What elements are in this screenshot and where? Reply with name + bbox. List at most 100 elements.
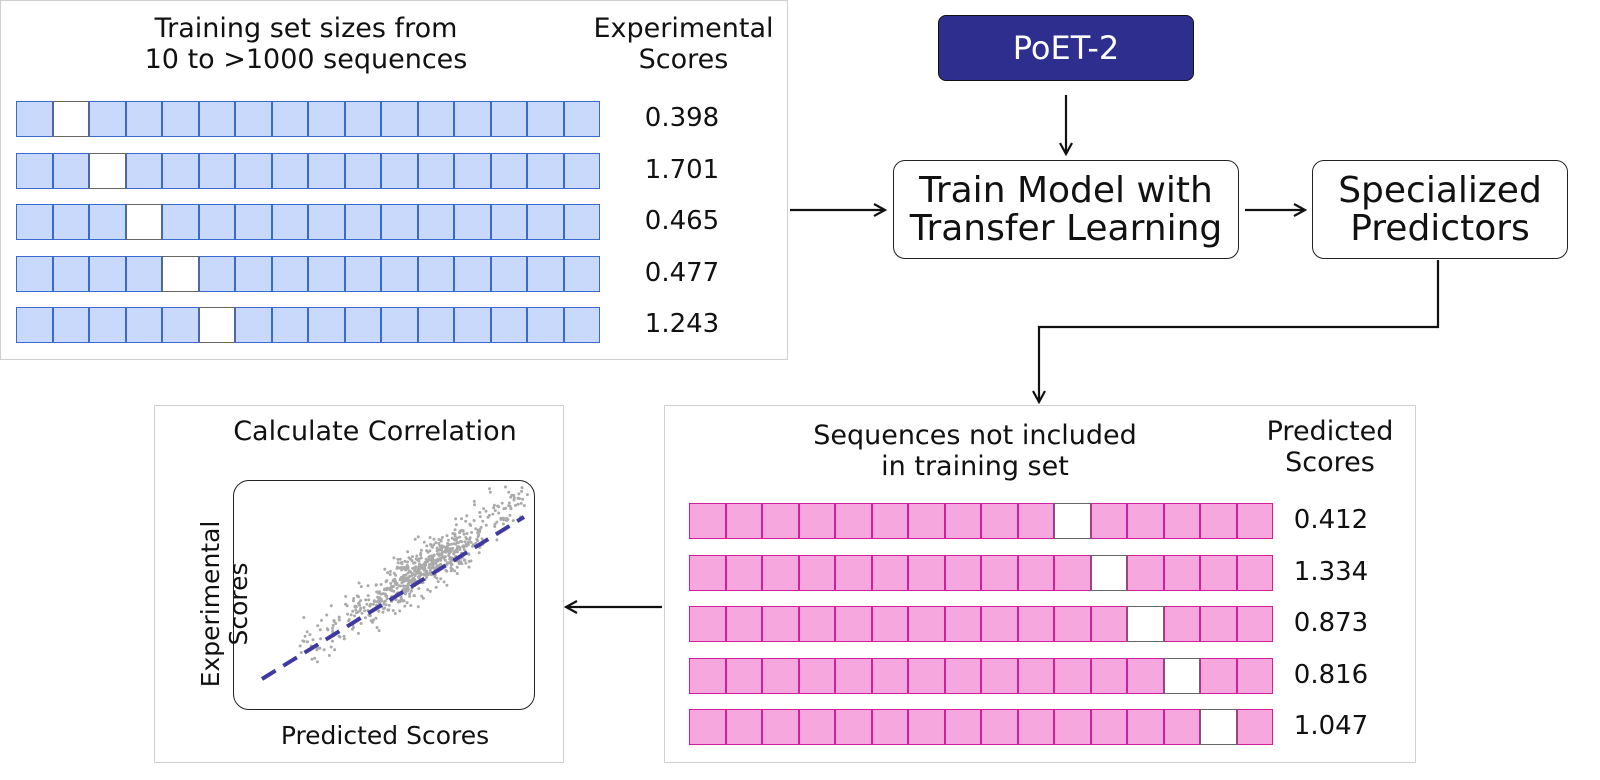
scatter-point	[399, 584, 403, 588]
residue-cell	[1090, 503, 1127, 539]
residue-cell	[1200, 503, 1237, 539]
scatter-point	[449, 550, 453, 554]
test-set-title: Sequences not included in training set	[813, 420, 1137, 482]
scatter-point	[374, 616, 378, 620]
residue-cell	[835, 709, 872, 745]
scatter-point	[407, 581, 411, 585]
scatter-point	[492, 506, 496, 510]
residue-cell	[689, 657, 726, 694]
scatter-point	[413, 568, 417, 572]
scatter-point	[411, 566, 415, 570]
scatter-point	[400, 568, 404, 572]
residue-cell	[381, 152, 418, 189]
scatter-point	[366, 584, 370, 588]
scatter-point	[392, 589, 396, 593]
scatter-point	[415, 558, 419, 562]
correlation-title: Calculate Correlation	[233, 416, 517, 447]
scatter-point	[522, 504, 526, 508]
scatter-point	[480, 537, 484, 541]
scatter-point	[472, 499, 476, 503]
sequence-row	[689, 657, 1273, 694]
residue-cell	[871, 709, 908, 745]
residue-cell	[1017, 606, 1054, 642]
residue-cell	[417, 152, 454, 189]
residue-cell	[871, 503, 908, 539]
residue-cell	[1090, 606, 1127, 642]
residue-cell	[1054, 709, 1091, 745]
residue-cell	[1236, 657, 1273, 694]
residue-cell	[198, 152, 235, 189]
score-value: 1.047	[1293, 711, 1369, 741]
scatter-point	[322, 648, 326, 652]
mutated-residue-cell	[162, 255, 199, 292]
residue-cell	[235, 307, 272, 343]
residue-cell	[1163, 503, 1200, 539]
mutated-residue-cell	[52, 101, 89, 137]
scatter-point	[387, 603, 391, 607]
scatter-point	[470, 530, 474, 534]
scatter-point	[311, 638, 315, 642]
scatter-point	[462, 548, 466, 552]
scatter-point	[372, 599, 376, 603]
scatter-point	[404, 573, 408, 577]
residue-cell	[1090, 657, 1127, 694]
mutated-residue-cell	[1090, 554, 1127, 591]
scatter-point	[455, 565, 459, 569]
residue-cell	[944, 709, 981, 745]
scatter-point	[501, 522, 505, 526]
scatter-point	[408, 594, 412, 598]
score-value: 0.465	[644, 206, 720, 236]
residue-cell	[981, 657, 1018, 694]
residue-cell	[417, 204, 454, 240]
scatter-point	[434, 585, 438, 589]
scatter-point	[450, 567, 454, 571]
scatter-point	[464, 542, 468, 546]
scatter-point	[398, 557, 402, 561]
scatter-point	[404, 584, 408, 588]
residue-cell	[454, 101, 491, 137]
scatter-point	[440, 536, 444, 539]
scatter-point	[346, 612, 350, 616]
scatter-point	[369, 619, 373, 623]
scatter-point	[406, 560, 409, 564]
residue-cell	[235, 204, 272, 240]
scatter-point	[369, 602, 372, 606]
scatter-point	[452, 537, 456, 541]
scatter-point	[385, 594, 389, 598]
scatter-point	[474, 527, 478, 531]
scatter-point	[325, 613, 329, 617]
scatter-point	[471, 543, 475, 547]
residue-cell	[725, 554, 762, 591]
scatter-point	[493, 522, 497, 526]
score-value: 1.334	[1293, 556, 1369, 587]
scatter-point	[331, 626, 334, 630]
sequence-row	[16, 204, 600, 240]
residue-cell	[798, 503, 835, 539]
scatter-point	[440, 553, 444, 557]
scatter-point	[327, 654, 331, 657]
scatter-point	[465, 532, 469, 535]
residue-cell	[689, 554, 726, 591]
scatter-point	[424, 557, 428, 561]
mutated-residue-cell	[125, 204, 162, 240]
residue-cell	[762, 606, 799, 642]
scatter-point	[467, 540, 470, 544]
residue-cell	[944, 606, 981, 642]
residue-cell	[52, 255, 89, 292]
sequence-row	[16, 255, 600, 292]
residue-cell	[527, 307, 564, 343]
residue-cell	[1127, 657, 1164, 694]
score-value: 0.398	[644, 103, 720, 133]
scatter-point	[408, 574, 412, 578]
scatter-point	[493, 525, 497, 528]
poet-2-model-box: PoET-2	[938, 15, 1194, 81]
scatter-point	[428, 563, 432, 567]
scatter-point	[357, 581, 361, 585]
scatter-point	[481, 519, 485, 523]
scatter-point	[406, 578, 410, 581]
scatter-point	[315, 660, 319, 664]
scatter-point	[337, 615, 341, 619]
scatter-point	[502, 507, 506, 511]
residue-cell	[1017, 657, 1054, 694]
residue-cell	[1236, 503, 1273, 539]
